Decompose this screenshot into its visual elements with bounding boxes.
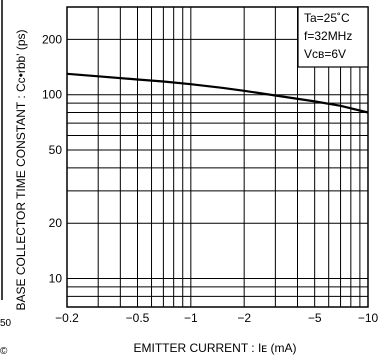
plot-frame <box>66 6 369 308</box>
condition-frequency: f=32MHz <box>304 29 352 43</box>
left-edge-fragment-number: 50 <box>0 318 12 329</box>
grid <box>66 6 369 307</box>
y-tick-labels: 10 20 50 100 200 <box>42 32 62 285</box>
y-tick-label: 50 <box>49 143 63 157</box>
condition-temperature: Ta=25˚C <box>304 11 350 25</box>
condition-box: Ta=25˚C f=32MHz Vᴄʙ=6V <box>297 6 369 68</box>
x-tick-label: −1 <box>184 311 198 325</box>
x-tick-labels: −0.2 −0.5 −1 −2 −5 −10 <box>55 311 378 325</box>
y-axis-title: BASE COLLECTOR TIME CONSTANT : Cc•rbb' (… <box>14 30 28 311</box>
x-tick-label: −0.5 <box>126 311 150 325</box>
condition-box-frame <box>297 6 369 68</box>
y-tick-label: 10 <box>49 272 63 286</box>
y-tick-label: 100 <box>42 88 62 102</box>
y-tick-label: 200 <box>42 32 62 46</box>
condition-voltage: Vᴄʙ=6V <box>304 47 346 61</box>
x-tick-label: −0.2 <box>55 311 79 325</box>
x-tick-label: −5 <box>308 311 322 325</box>
series-line <box>66 72 369 114</box>
y-tick-label: 20 <box>49 216 63 230</box>
x-axis-title: EMITTER CURRENT : Iᴇ (mA) <box>134 341 297 355</box>
x-tick-label: −2 <box>237 311 251 325</box>
x-tick-label: −10 <box>358 311 379 325</box>
left-edge-fragment-symbol: © <box>0 346 8 357</box>
